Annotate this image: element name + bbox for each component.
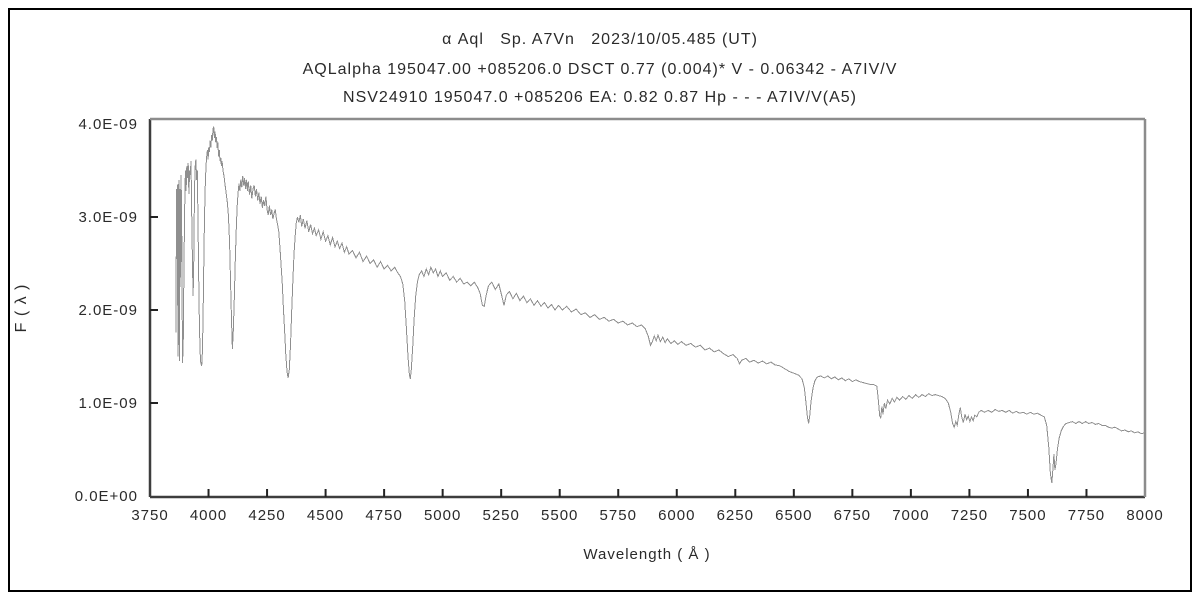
y-tick-label: 2.0E-09 — [78, 302, 138, 319]
x-tick-label: 5750 — [600, 507, 637, 524]
y-tick-label: 1.0E-09 — [78, 395, 138, 412]
x-tick-label: 6500 — [775, 507, 812, 524]
x-tick-label: 4750 — [365, 507, 402, 524]
x-tick-label: 6000 — [658, 507, 695, 524]
x-axis-title: Wavelength ( Å ) — [583, 546, 711, 563]
x-tick-label: 4250 — [248, 507, 285, 524]
y-tick-label: 4.0E-09 — [78, 116, 138, 133]
y-tick-label: 0.0E+00 — [75, 488, 138, 505]
x-tick-label: 6750 — [834, 507, 871, 524]
x-tick-label: 6250 — [717, 507, 754, 524]
chart-title-line1: α Aql Sp. A7Vn 2023/10/05.485 (UT) — [442, 31, 758, 48]
x-tick-label: 7750 — [1068, 507, 1105, 524]
chart-title-line2: AQLalpha 195047.00 +085206.0 DSCT 0.77 (… — [302, 61, 898, 78]
x-tick-label: 7250 — [951, 507, 988, 524]
x-tick-label: 5000 — [424, 507, 461, 524]
x-tick-label: 5500 — [541, 507, 578, 524]
y-tick-label: 3.0E-09 — [78, 209, 138, 226]
x-tick-label: 7500 — [1009, 507, 1046, 524]
x-tick-label: 3750 — [131, 507, 168, 524]
x-tick-label: 4000 — [190, 507, 227, 524]
x-tick-label: 8000 — [1126, 507, 1163, 524]
spectrum-trace — [175, 126, 1146, 484]
chart-title-line3: NSV24910 195047.0 +085206 EA: 0.82 0.87 … — [343, 89, 857, 106]
x-tick-label: 5250 — [482, 507, 519, 524]
x-tick-label: 7000 — [892, 507, 929, 524]
x-tick-label: 4500 — [307, 507, 344, 524]
